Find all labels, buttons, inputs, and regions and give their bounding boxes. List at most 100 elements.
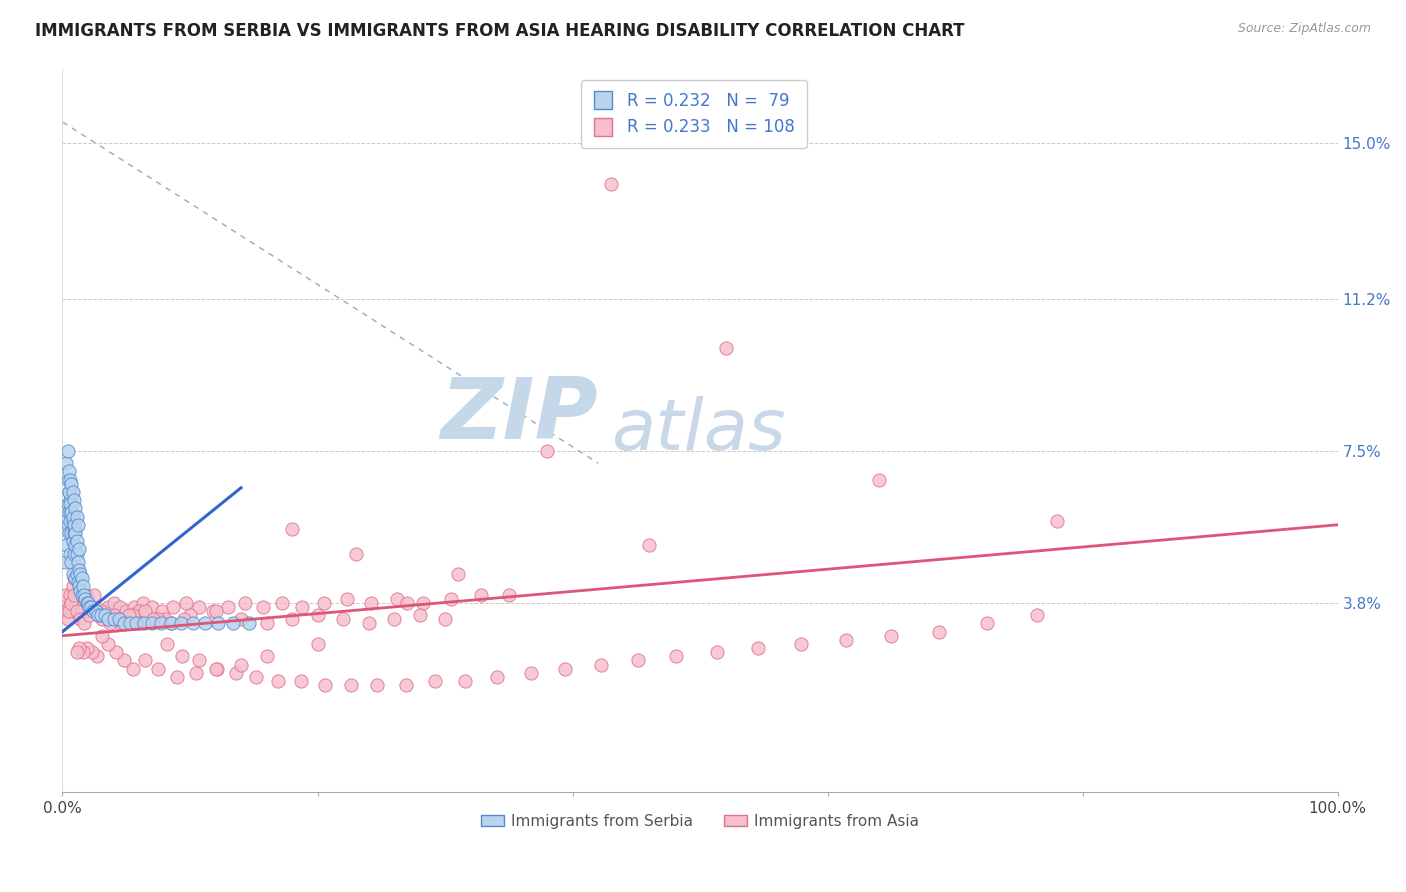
Point: [172, 649, 194, 664]
Point: [589, 657, 612, 672]
Point: [790, 637, 813, 651]
Point: [166, 670, 188, 684]
Point: [394, 678, 416, 692]
Point: [98, 616, 121, 631]
Point: [73, 588, 96, 602]
Point: [291, 599, 314, 614]
Point: [76, 588, 98, 602]
Point: [267, 673, 290, 688]
Point: [132, 596, 155, 610]
Point: [87, 608, 110, 623]
Point: [86, 649, 108, 664]
Point: [96, 612, 118, 626]
Point: [103, 608, 125, 623]
Point: [67, 608, 90, 623]
Point: [290, 673, 312, 688]
Point: [76, 596, 98, 610]
Point: [58, 599, 80, 614]
Point: [385, 591, 408, 606]
Point: [59, 497, 82, 511]
Point: [638, 538, 661, 552]
Point: [486, 670, 509, 684]
Point: [77, 596, 100, 610]
Point: [360, 596, 382, 610]
Point: [90, 608, 112, 623]
Point: [83, 588, 105, 602]
Point: [128, 604, 150, 618]
Point: [77, 596, 100, 610]
Point: [91, 604, 114, 618]
Point: [122, 599, 145, 614]
Point: [97, 599, 120, 614]
Point: [63, 571, 86, 585]
Point: [66, 575, 89, 590]
Legend: Immigrants from Serbia, Immigrants from Asia: Immigrants from Serbia, Immigrants from …: [475, 808, 925, 835]
Point: [121, 608, 143, 623]
Point: [440, 591, 463, 606]
Point: [256, 616, 278, 631]
Point: [336, 591, 359, 606]
Point: [307, 637, 329, 651]
Point: [79, 599, 101, 614]
Point: [174, 596, 197, 610]
Point: [53, 555, 76, 569]
Point: [204, 604, 226, 618]
Point: [706, 645, 728, 659]
Point: [62, 514, 84, 528]
Point: [245, 670, 267, 684]
Point: [56, 517, 79, 532]
Point: [84, 604, 107, 618]
Point: [60, 476, 83, 491]
Point: [599, 177, 621, 191]
Point: [834, 632, 856, 647]
Point: [627, 653, 650, 667]
Point: [65, 534, 87, 549]
Point: [65, 538, 87, 552]
Point: [62, 567, 84, 582]
Point: [67, 542, 90, 557]
Point: [103, 612, 125, 626]
Point: [332, 612, 354, 626]
Point: [201, 604, 224, 618]
Point: [60, 596, 83, 610]
Point: [447, 567, 470, 582]
Point: [77, 599, 100, 614]
Point: [75, 591, 97, 606]
Point: [60, 596, 83, 610]
Point: [187, 653, 209, 667]
Point: [207, 616, 229, 631]
Point: [170, 616, 193, 631]
Point: [72, 645, 94, 659]
Point: [434, 612, 457, 626]
Point: [108, 599, 131, 614]
Point: [395, 596, 418, 610]
Point: [62, 484, 84, 499]
Point: [519, 665, 541, 680]
Point: [65, 567, 87, 582]
Point: [67, 579, 90, 593]
Point: [60, 505, 83, 519]
Point: [53, 588, 76, 602]
Point: [97, 612, 120, 626]
Point: [194, 616, 217, 631]
Point: [141, 599, 163, 614]
Point: [186, 665, 208, 680]
Point: [70, 571, 93, 585]
Point: [107, 612, 129, 626]
Point: [314, 678, 336, 692]
Point: [56, 443, 79, 458]
Point: [112, 616, 135, 631]
Point: [77, 608, 100, 623]
Point: [118, 608, 141, 623]
Point: [665, 649, 688, 664]
Point: [976, 616, 998, 631]
Point: [344, 547, 367, 561]
Point: [132, 616, 155, 631]
Point: [58, 484, 80, 499]
Point: [73, 616, 96, 631]
Point: [880, 629, 903, 643]
Point: [229, 612, 252, 626]
Point: [58, 604, 80, 618]
Point: [307, 608, 329, 623]
Point: [1025, 608, 1047, 623]
